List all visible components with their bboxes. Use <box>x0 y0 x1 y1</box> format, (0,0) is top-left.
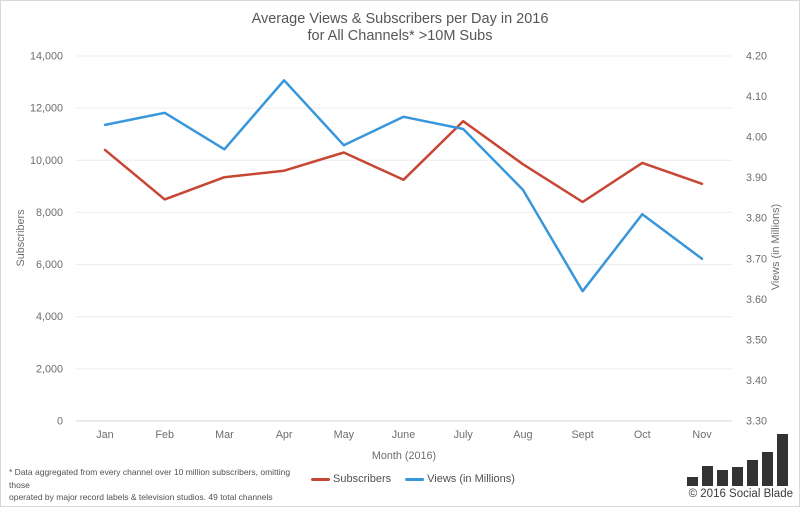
views-line <box>103 79 704 293</box>
copyright-text: © 2016 Social Blade <box>688 488 793 500</box>
legend-item-subscribers: Subscribers <box>311 473 391 485</box>
gridlines <box>76 55 732 422</box>
footnote-line2: operated by major record labels & televi… <box>9 492 273 506</box>
month-label: Sept <box>571 429 593 441</box>
left-tick-label: 4,000 <box>36 311 63 323</box>
chart-title-line2: for All Channels* >10M Subs <box>307 28 493 44</box>
right-tick-label: 3.40 <box>746 375 767 387</box>
left-axis-tick-labels: 0 2,000 4,000 6,000 8,000 10,000 12,000 14,000 <box>30 51 63 428</box>
left-tick-label: 6,000 <box>36 259 63 271</box>
right-tick-label: 3.70 <box>746 253 767 265</box>
month-label: June <box>392 429 415 441</box>
footnote: * Data aggregated from every channel ove… <box>9 466 309 506</box>
month-label: July <box>454 429 474 441</box>
month-tick-labels: Jan Feb Mar Apr May June July Aug Sept Oct Nov <box>96 429 712 441</box>
right-tick-label: 3.60 <box>746 294 767 306</box>
socialblade-logo-icon <box>675 433 788 486</box>
left-tick-label: 0 <box>57 416 63 428</box>
month-label: Aug <box>513 429 532 441</box>
right-tick-label: 4.00 <box>746 132 767 144</box>
left-tick-label: 10,000 <box>30 155 63 167</box>
chart-title-line1: Average Views & Subscribers per Day in 2… <box>251 11 549 27</box>
socialblade-brand: © 2016 Social Blade <box>675 433 793 500</box>
month-label: Feb <box>155 429 174 441</box>
legend-label-views: Views (in Millions) <box>427 473 515 485</box>
logo-bar <box>732 467 743 486</box>
logo-bar <box>687 477 698 486</box>
subscribers-line-swatch-icon <box>311 477 331 481</box>
subscribers-line <box>103 119 704 204</box>
legend: Subscribers Views (in Millions) <box>311 473 515 485</box>
right-axis-tick-labels: 3.30 3.40 3.50 3.60 3.70 3.80 3.90 4.00 4.10 4.20 <box>746 51 767 428</box>
left-tick-label: 2,000 <box>36 363 63 375</box>
views-line-swatch-icon <box>405 477 425 481</box>
month-label: Nov <box>692 429 712 441</box>
right-tick-label: 4.10 <box>746 91 767 103</box>
footnote-line1: * Data aggregated from every channel ove… <box>9 467 291 490</box>
data-series-lines <box>103 79 704 293</box>
right-tick-label: 3.50 <box>746 334 767 346</box>
logo-bar <box>777 434 788 486</box>
legend-label-subscribers: Subscribers <box>333 473 392 485</box>
month-label: May <box>334 429 355 441</box>
left-tick-label: 8,000 <box>36 207 63 219</box>
chart-title: Average Views & Subscribers per Day in 2… <box>1 11 799 45</box>
month-label: Mar <box>215 429 234 441</box>
x-axis-title: Month (2016) <box>371 450 437 462</box>
right-tick-label: 3.90 <box>746 172 767 184</box>
right-tick-label: 3.80 <box>746 213 767 225</box>
right-tick-label: 4.20 <box>746 51 767 63</box>
left-tick-label: 12,000 <box>30 103 63 115</box>
logo-bar <box>717 470 728 486</box>
left-tick-label: 14,000 <box>30 51 63 63</box>
right-axis-title: Views (in Millions) <box>770 203 782 291</box>
left-axis-title: Subscribers <box>15 209 27 267</box>
month-label: Jan <box>96 429 113 441</box>
logo-bar <box>747 460 758 486</box>
right-tick-label: 3.30 <box>746 416 767 428</box>
logo-bar <box>762 452 773 486</box>
logo-bar <box>702 466 713 486</box>
legend-item-views: Views (in Millions) <box>405 473 515 485</box>
month-label: Oct <box>634 429 651 441</box>
month-label: Apr <box>276 429 293 441</box>
